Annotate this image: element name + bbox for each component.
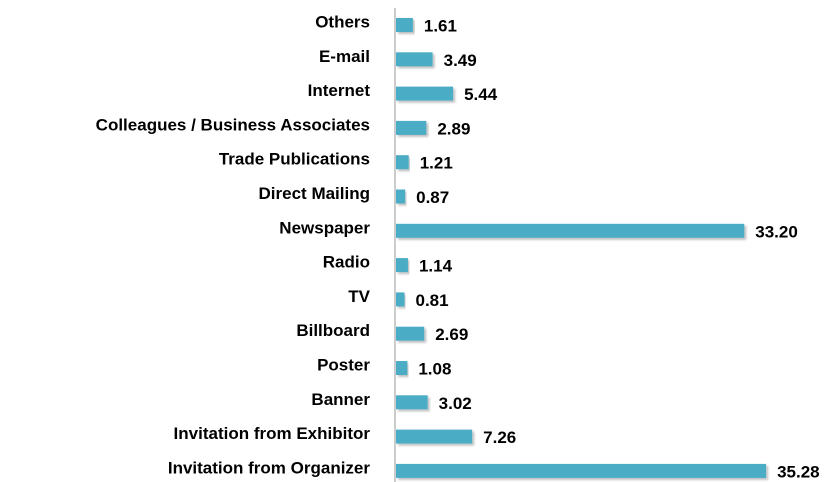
bar	[396, 292, 405, 307]
value-label: 7.26	[483, 428, 516, 447]
category-label: Others	[315, 12, 370, 31]
value-label: 3.02	[439, 394, 472, 413]
bar	[396, 52, 433, 67]
category-label: Invitation from Organizer	[168, 458, 371, 477]
value-label: 2.69	[435, 325, 468, 344]
bar	[396, 395, 428, 410]
category-label: Direct Mailing	[259, 184, 370, 203]
bar	[396, 361, 408, 375]
category-label: Newspaper	[279, 218, 370, 237]
bar	[396, 189, 406, 204]
value-label: 1.08	[418, 359, 451, 378]
category-label: Trade Publications	[219, 150, 370, 169]
category-label: TV	[348, 287, 370, 306]
bar	[396, 463, 767, 478]
bar	[396, 155, 409, 170]
category-label: Invitation from Exhibitor	[174, 424, 371, 443]
bar	[396, 258, 408, 273]
category-label: E-mail	[319, 47, 370, 66]
value-label: 0.87	[416, 188, 449, 207]
bar	[396, 86, 454, 101]
value-label: 35.28	[777, 462, 820, 481]
bar	[396, 18, 413, 32]
value-label: 1.14	[419, 257, 453, 276]
value-label: 2.89	[437, 119, 470, 138]
bar	[396, 429, 473, 444]
bar	[396, 326, 425, 341]
category-label: Poster	[317, 355, 370, 374]
value-label: 5.44	[464, 85, 498, 104]
bar	[396, 120, 427, 135]
category-label: Billboard	[296, 321, 370, 340]
value-label: 0.81	[415, 291, 448, 310]
value-label: 33.20	[755, 222, 798, 241]
bar	[396, 223, 745, 238]
value-label: 1.21	[420, 154, 453, 173]
category-label: Colleagues / Business Associates	[96, 115, 370, 134]
category-label: Radio	[323, 253, 370, 272]
category-label: Banner	[311, 390, 370, 409]
value-label: 3.49	[444, 51, 477, 70]
value-label: 1.61	[424, 16, 457, 35]
category-label: Internet	[308, 81, 371, 100]
